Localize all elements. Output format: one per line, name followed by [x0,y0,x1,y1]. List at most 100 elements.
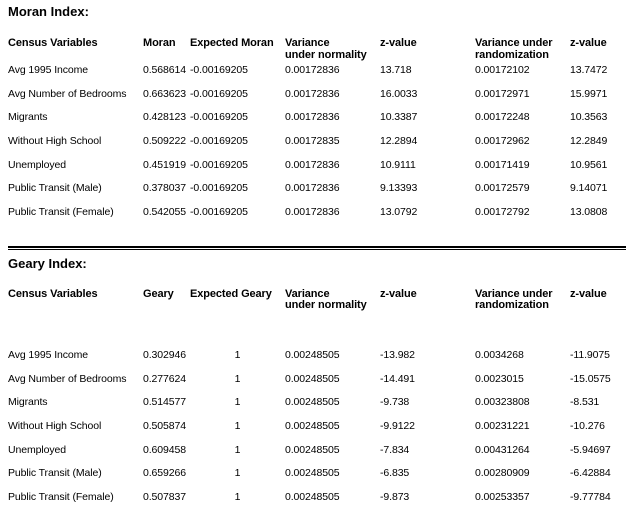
z-value-normality-cell: -9.738 [380,396,410,409]
moran-index-section: Moran Index: Census Variables Moran Expe… [0,4,634,230]
census-variable-cell: Public Transit (Male) [8,467,102,480]
variance-normality-cell: 0.00248505 [285,419,340,432]
header-moran: Moran [143,37,176,49]
geary-index-section: Geary Index: Census Variables Geary Expe… [0,256,634,508]
moran-section-title: Moran Index: [8,4,89,19]
z-value-randomization-cell: 15.9971 [570,87,608,100]
header-line-1: Variance [285,287,330,300]
expected-geary-cell: 1 [234,372,241,385]
header-variance-under-randomization: Variance under randomization [475,287,570,312]
table-row: Avg 1995 Income 0.302946 1 0.00248505 -1… [0,349,634,373]
variance-randomization-cell: 0.00280909 [475,467,530,480]
census-variable-cell: Migrants [8,396,48,409]
moran-value-cell: 0.568614 [143,64,186,76]
variance-normality-cell: 0.00172836 [285,64,340,76]
z-value-randomization-cell: -8.531 [570,396,600,409]
z-value-randomization-cell: -15.0575 [570,372,611,385]
header-variance-under-normality: Variance under normality [285,287,380,312]
geary-value-cell: 0.659266 [143,467,186,480]
census-variable-cell: Without High School [8,419,102,432]
variance-randomization-cell: 0.00172102 [475,64,530,76]
variance-randomization-cell: 0.00253357 [475,490,530,503]
moran-value-cell: 0.663623 [143,87,186,100]
header-z-value-normality: z-value [380,37,417,49]
header-variance-under-normality: Variance under normality [285,37,380,61]
geary-value-cell: 0.507837 [143,490,186,503]
moran-value-cell: 0.378037 [143,182,186,195]
expected-moran-cell: -0.00169205 [190,182,248,195]
expected-geary-cell: 1 [234,467,241,480]
expected-moran-cell: -0.00169205 [190,64,248,76]
variance-randomization-cell: 0.00172971 [475,87,530,100]
z-value-normality-cell: -9.9122 [380,419,415,432]
header-line-1: Variance under [475,287,553,300]
variance-randomization-cell: 0.00323808 [475,396,530,409]
z-value-randomization-cell: 10.3563 [570,111,608,124]
moran-value-cell: 0.509222 [143,135,186,148]
header-line-2: randomization [475,48,549,61]
moran-value-cell: 0.542055 [143,206,186,219]
census-variable-cell: Migrants [8,111,48,124]
variance-randomization-cell: 0.0034268 [475,348,524,361]
z-value-randomization-cell: -10.276 [570,419,605,432]
geary-value-cell: 0.514577 [143,396,186,409]
expected-geary-cell: 1 [234,443,241,456]
table-row: Migrants 0.428123 -0.00169205 0.00172836… [0,111,634,135]
z-value-randomization-cell: 13.0808 [570,206,608,219]
z-value-normality-cell: 13.718 [380,64,412,76]
census-variable-cell: Unemployed [8,443,66,456]
variance-normality-cell: 0.00172836 [285,182,340,195]
census-variable-cell: Public Transit (Female) [8,490,114,503]
expected-moran-cell: -0.00169205 [190,135,248,148]
header-z-value-randomization: z-value [570,287,607,300]
header-z-value-normality: z-value [380,287,417,300]
z-value-normality-cell: -9.873 [380,490,410,503]
variance-randomization-cell: 0.00172248 [475,111,530,124]
geary-value-cell: 0.302946 [143,348,186,361]
header-expected-moran: Expected Moran [190,37,274,49]
z-value-normality-cell: 10.9111 [380,158,416,171]
z-value-randomization-cell: 13.7472 [570,64,608,76]
variance-randomization-cell: 0.00172792 [475,206,530,219]
header-z-value-randomization: z-value [570,37,607,49]
header-census-variables: Census Variables [8,37,98,49]
expected-geary-cell: 1 [234,490,241,503]
variance-randomization-cell: 0.00172962 [475,135,530,148]
header-line-2: under normality [285,48,367,61]
variance-randomization-cell: 0.00171419 [475,158,530,171]
census-variable-cell: Public Transit (Male) [8,182,102,195]
z-value-normality-cell: -6.835 [380,467,410,480]
expected-geary-cell: 1 [234,396,241,409]
moran-value-cell: 0.428123 [143,111,186,124]
expected-moran-cell: -0.00169205 [190,158,248,171]
census-variable-cell: Avg Number of Bedrooms [8,372,127,385]
expected-moran-cell: -0.00169205 [190,111,248,124]
census-variable-cell: Without High School [8,135,102,148]
variance-normality-cell: 0.00172836 [285,206,340,219]
geary-table-body: Avg 1995 Income 0.302946 1 0.00248505 -1… [0,349,634,508]
census-variable-cell: Avg 1995 Income [8,64,89,76]
z-value-randomization-cell: -9.77784 [570,490,611,503]
z-value-randomization-cell: -6.42884 [570,467,611,480]
table-row: Public Transit (Male) 0.659266 1 0.00248… [0,467,634,491]
census-variable-cell: Avg Number of Bedrooms [8,87,127,100]
table-row: Without High School 0.509222 -0.00169205… [0,135,634,159]
variance-normality-cell: 0.00248505 [285,348,340,361]
variance-normality-cell: 0.00172836 [285,158,340,171]
table-row: Public Transit (Female) 0.507837 1 0.002… [0,491,634,508]
table-row: Without High School 0.505874 1 0.0024850… [0,420,634,444]
table-row: Avg 1995 Income 0.568614 -0.00169205 0.0… [0,64,634,88]
table-row: Avg Number of Bedrooms 0.663623 -0.00169… [0,88,634,112]
table-row: Public Transit (Male) 0.378037 -0.001692… [0,182,634,206]
table-row: Unemployed 0.451919 -0.00169205 0.001728… [0,159,634,183]
variance-normality-cell: 0.00172836 [285,111,340,124]
z-value-normality-cell: -13.982 [380,348,415,361]
geary-value-cell: 0.609458 [143,443,186,456]
z-value-normality-cell: 16.0033 [380,87,418,100]
section-divider [8,245,626,250]
table-row: Avg Number of Bedrooms 0.277624 1 0.0024… [0,373,634,397]
header-line-2: randomization [475,299,549,312]
header-geary: Geary [143,287,174,300]
variance-randomization-cell: 0.0023015 [475,372,524,385]
